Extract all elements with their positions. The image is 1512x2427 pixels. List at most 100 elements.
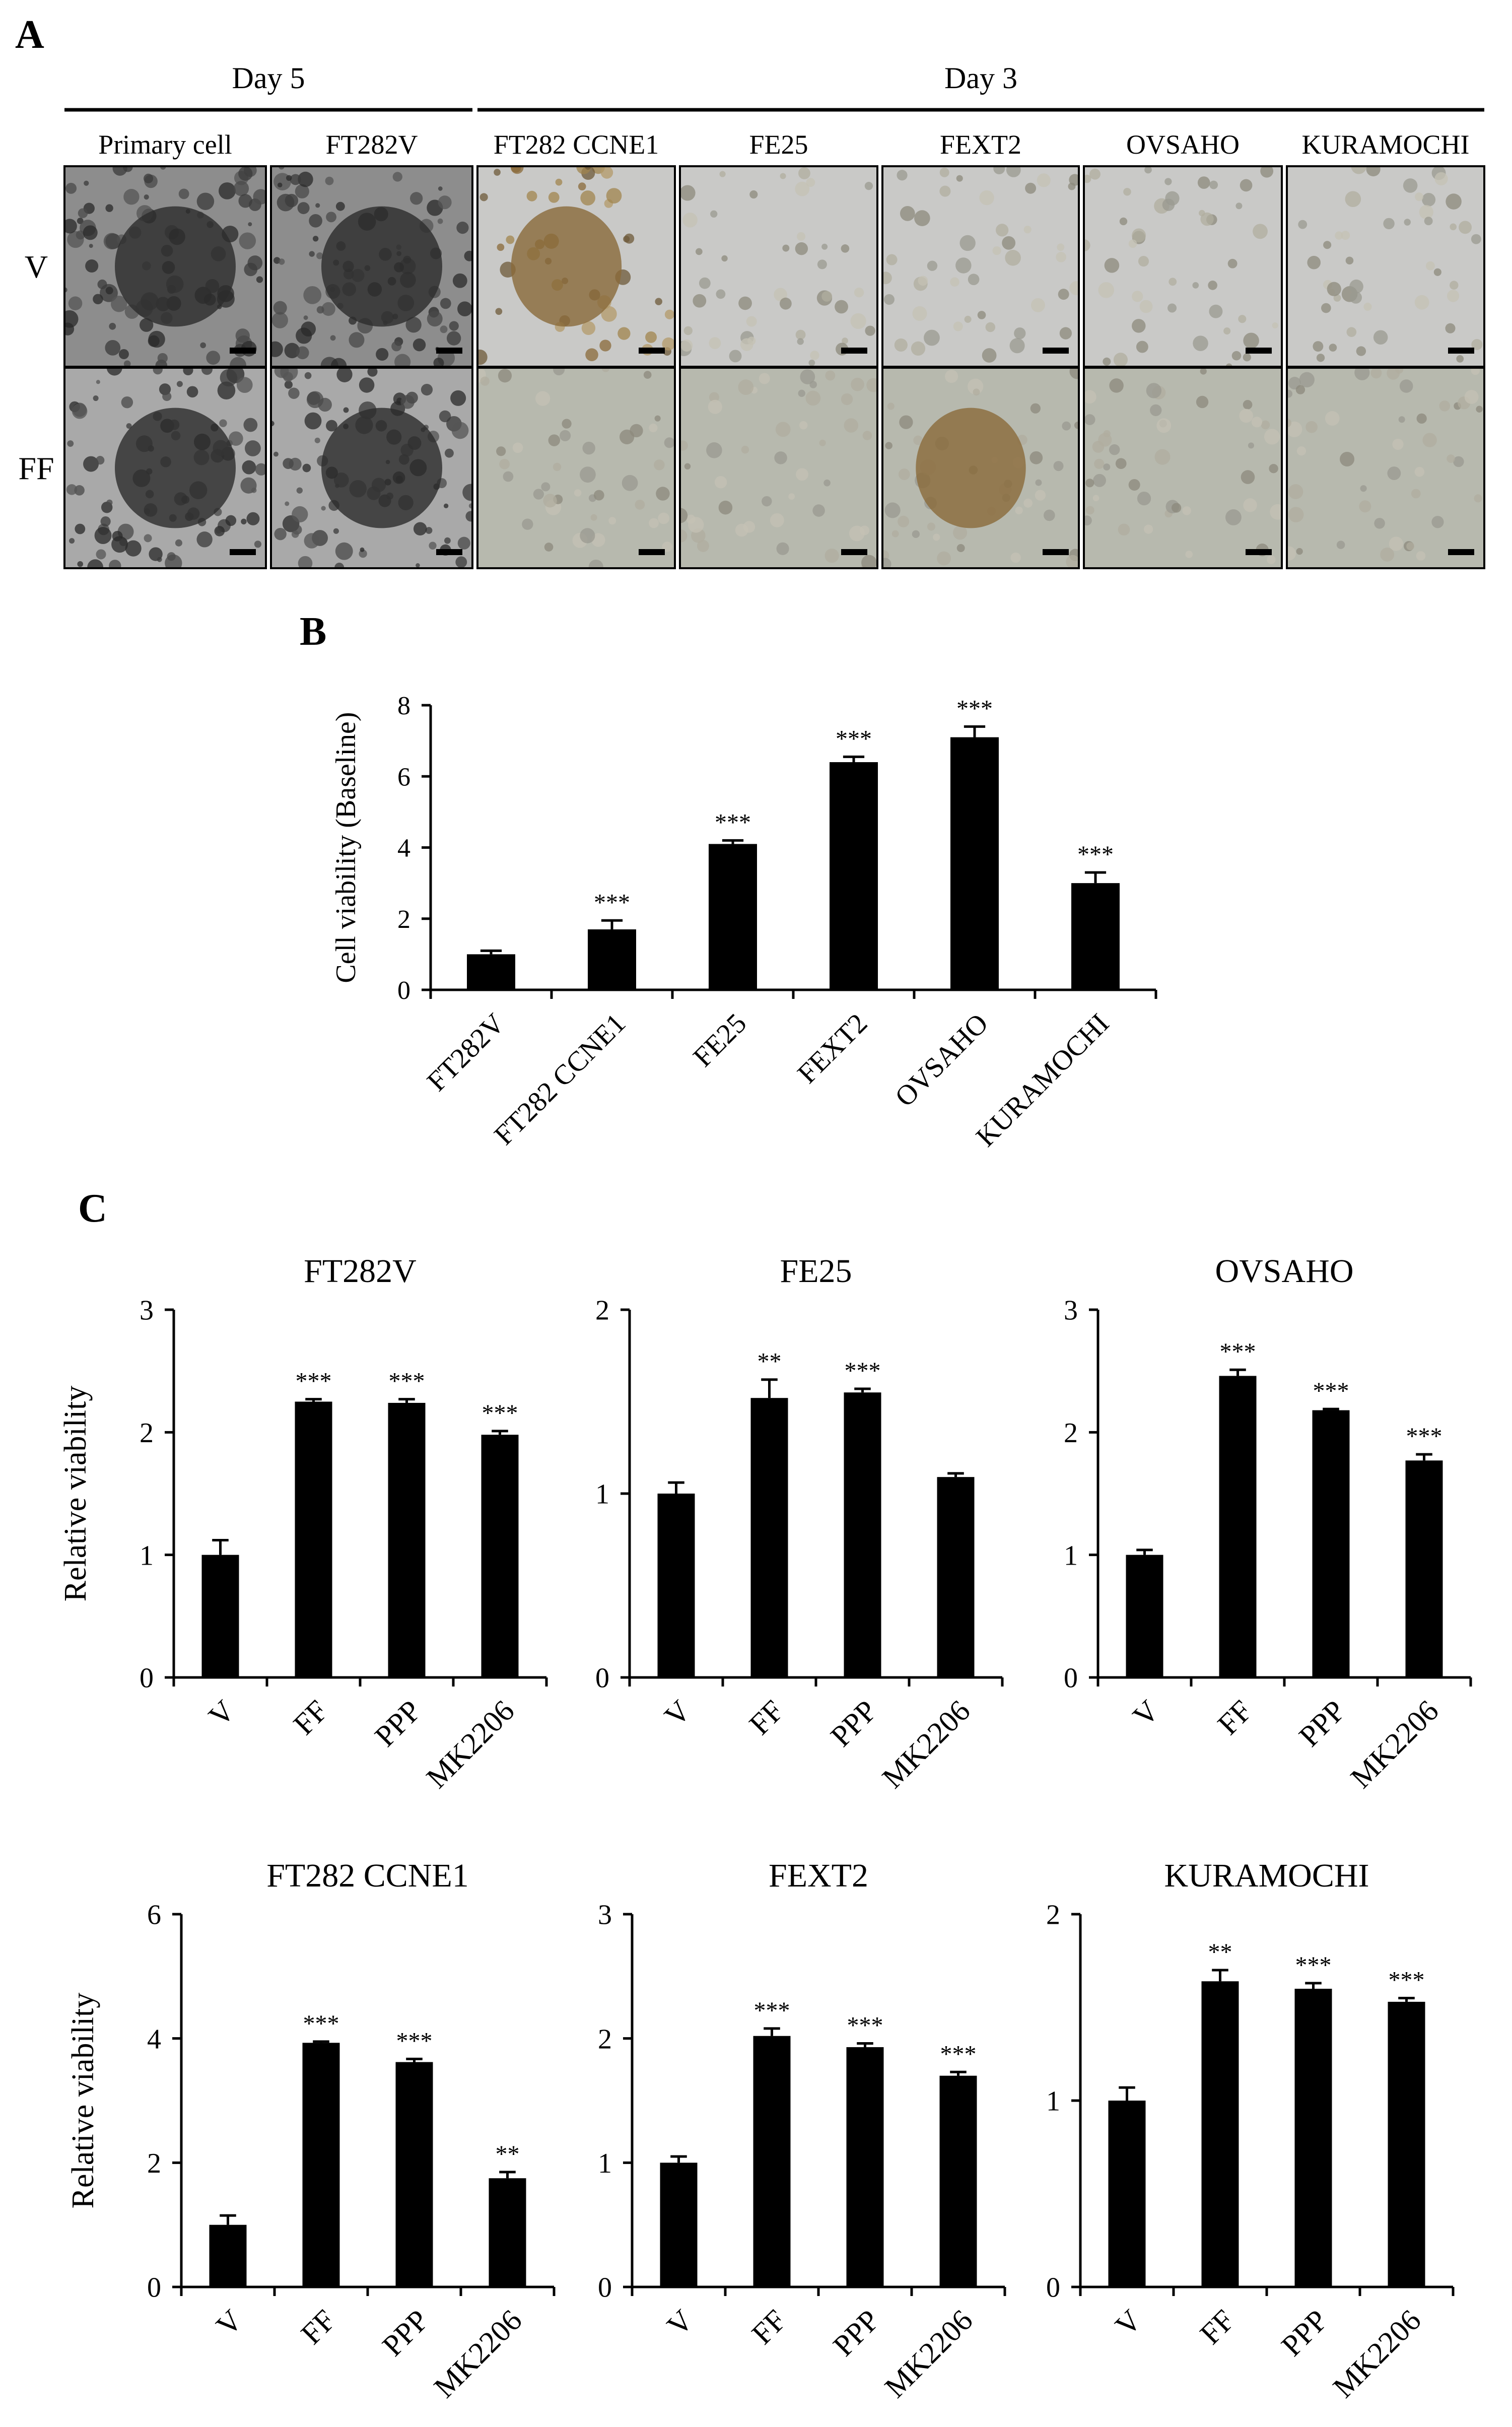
bar	[844, 1392, 881, 1677]
micrograph-V-KURAMOCHI	[1286, 165, 1485, 368]
y-tick-label: 2	[595, 1295, 609, 1326]
y-axis-label: Relative viability	[66, 1993, 100, 2209]
significance-label: ***	[940, 2041, 977, 2067]
micrograph-V-FEXT2	[881, 165, 1080, 368]
category-label: MK2206	[420, 1694, 521, 1795]
category-label: V	[658, 1694, 697, 1733]
micrograph-FF-OVSAHO	[1083, 367, 1283, 569]
bar	[830, 762, 878, 990]
category-label: MK2206	[428, 2304, 528, 2404]
category-label: V	[202, 1694, 241, 1733]
bar	[302, 2043, 340, 2287]
scale-bar	[639, 348, 665, 354]
bar	[950, 737, 999, 990]
bar	[657, 1494, 695, 1677]
significance-label: **	[496, 2141, 520, 2168]
category-label: V	[210, 2304, 248, 2342]
category-label: FT282V	[421, 1007, 511, 1097]
row-label: FF	[18, 450, 54, 486]
bar	[489, 2178, 526, 2287]
bar	[1126, 1555, 1163, 1677]
scale-bar	[841, 549, 867, 555]
bar-chart-KURAMOCHI: 0 1 2 V ** FF *** PPP *** MK2206 KURAMOCHI	[1046, 1857, 1455, 2404]
y-tick-label: 6	[147, 1900, 161, 1931]
micrograph-FF-KURAMOCHI	[1286, 367, 1485, 569]
micrograph-V-Primary cell	[63, 165, 267, 368]
category-label: FF	[743, 1694, 790, 1741]
chart-title: FE25	[780, 1253, 852, 1290]
micrograph-V-FE25	[679, 165, 878, 368]
category-label: PPP	[376, 2304, 435, 2363]
bar	[201, 1555, 239, 1677]
bar	[1294, 1989, 1332, 2287]
y-tick-label: 0	[147, 2272, 161, 2304]
bar	[750, 1398, 788, 1677]
y-tick-label: 8	[397, 692, 410, 720]
significance-label: ***	[594, 889, 630, 916]
y-tick-label: 0	[595, 1663, 609, 1694]
y-tick-label: 6	[397, 763, 410, 791]
bar	[588, 929, 636, 990]
micrograph-V-OVSAHO	[1083, 165, 1283, 368]
micrograph-FF-Primary cell	[63, 367, 267, 569]
category-label: MK2206	[1327, 2304, 1427, 2404]
y-tick-label: 2	[1046, 1900, 1060, 1931]
y-tick-label: 0	[598, 2272, 612, 2304]
category-label: PPP	[1275, 2304, 1334, 2363]
chart-title: FT282 CCNE1	[266, 1857, 469, 1894]
significance-label: ***	[1389, 1967, 1425, 1994]
chart-title: OVSAHO	[1215, 1253, 1353, 1290]
category-label: FF	[295, 2304, 342, 2351]
bar	[846, 2047, 884, 2287]
chart-title: FEXT2	[769, 1857, 868, 1894]
y-axis-label: Relative viability	[58, 1386, 93, 1602]
significance-label: ***	[1406, 1423, 1442, 1450]
y-tick-label: 1	[140, 1540, 154, 1571]
category-label: V	[660, 2304, 699, 2342]
panel-a-micrographs: Day 5 Day 3 Primary cell FT282V FT282 CCNE1 F…	[18, 61, 1485, 569]
column-label: KURAMOCHI	[1301, 129, 1469, 160]
significance-label: ***	[845, 1358, 881, 1384]
row-label: V	[25, 249, 48, 285]
scale-bar	[436, 348, 462, 354]
y-tick-label: 4	[397, 834, 410, 863]
scale-bar	[639, 549, 665, 555]
y-tick-label: 0	[1064, 1663, 1078, 1694]
bar	[1219, 1376, 1257, 1677]
y-tick-label: 3	[1064, 1295, 1078, 1326]
category-label: FF	[1194, 2304, 1241, 2351]
category-label: FF	[287, 1694, 334, 1741]
significance-label: ***	[847, 2012, 883, 2039]
column-label: FE25	[749, 129, 808, 160]
column-label: OVSAHO	[1126, 129, 1240, 160]
category-label: PPP	[827, 2304, 885, 2363]
bar	[709, 844, 757, 990]
significance-label: ***	[1220, 1338, 1256, 1365]
category-label: FE25	[688, 1007, 753, 1073]
column-label: FT282V	[325, 129, 418, 160]
category-label: PPP	[1292, 1694, 1351, 1753]
micrograph-FF-FEXT2	[881, 367, 1080, 569]
category-label: PPP	[824, 1694, 883, 1753]
micrograph-FF-FE25	[679, 367, 878, 569]
bar	[1405, 1460, 1443, 1677]
y-tick-label: 2	[397, 905, 410, 934]
scale-bar	[230, 348, 256, 354]
significance-label: ***	[715, 809, 751, 836]
scale-bar	[1043, 348, 1069, 354]
micrograph-FF-FT282V	[270, 367, 473, 569]
significance-label: ***	[303, 2010, 339, 2037]
significance-label: ***	[1077, 841, 1114, 868]
y-tick-label: 3	[140, 1295, 154, 1326]
micrograph-V-FT282 CCNE1	[476, 165, 676, 368]
significance-label: ***	[1295, 1952, 1332, 1979]
bar	[388, 1402, 426, 1677]
bar	[1108, 2101, 1146, 2287]
y-axis-label: Cell viability (Baseline)	[330, 712, 362, 983]
category-label: FF	[1211, 1694, 1259, 1741]
category-label: MK2206	[876, 1694, 977, 1795]
scale-bar	[230, 549, 256, 555]
bar	[467, 954, 515, 990]
